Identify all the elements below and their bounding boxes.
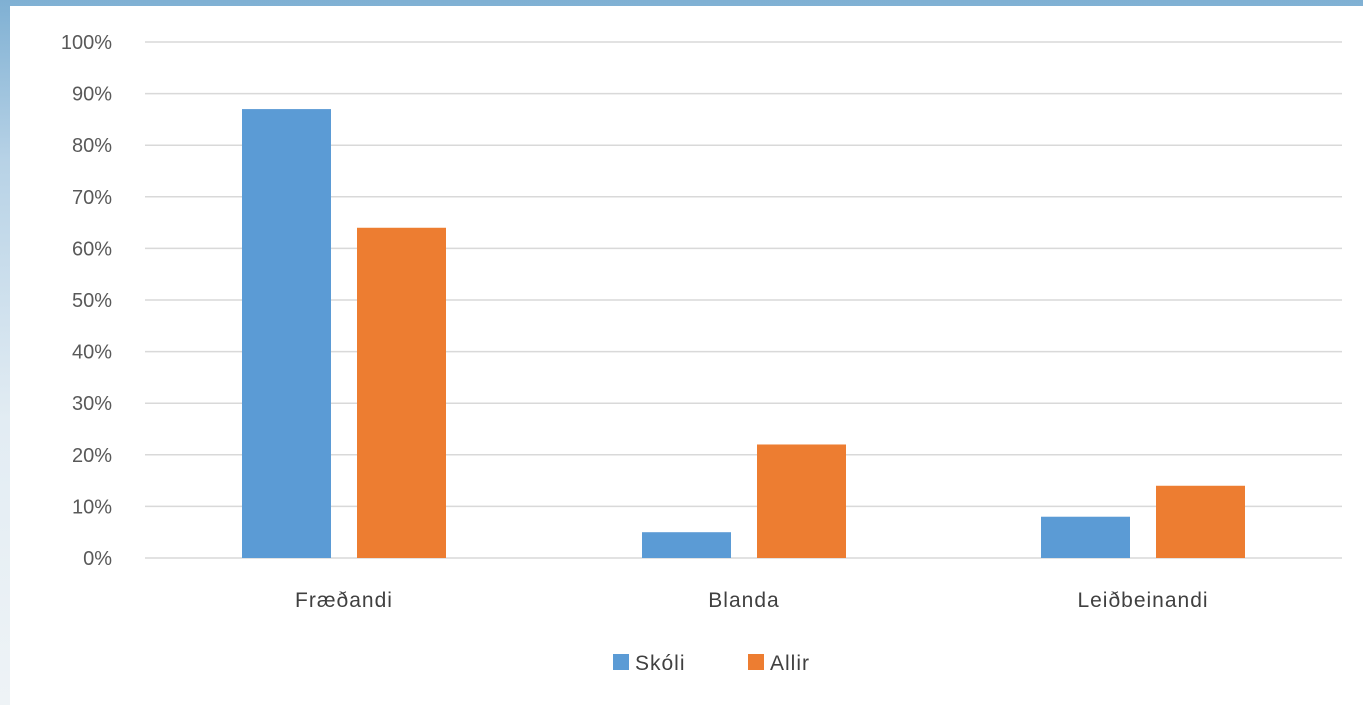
bar-allir-3 <box>1156 485 1245 558</box>
y-tick-label: 80% <box>72 135 112 157</box>
bar-allir-1 <box>357 227 446 558</box>
y-tick-label: 30% <box>72 393 112 415</box>
y-axis-ticks: 0% 10% 20% 30% 40% 50% 60% 70% 80% 90% 100% <box>61 32 112 570</box>
bars <box>242 109 1245 558</box>
y-tick-label: 20% <box>72 445 112 467</box>
gridlines <box>145 41 1342 559</box>
bar-skóli-1 <box>242 109 331 558</box>
y-tick-label: 0% <box>83 548 112 570</box>
chart-area: 0% 10% 20% 30% 40% 50% 60% 70% 80% 90% 100% Fræðan… <box>10 6 1363 705</box>
bar-skóli-2 <box>642 532 731 558</box>
y-tick-label: 60% <box>72 238 112 260</box>
x-category-label: Blanda <box>708 589 779 612</box>
legend: Skóli Allir <box>613 652 810 675</box>
bar-chart: 0% 10% 20% 30% 40% 50% 60% 70% 80% 90% 100% Fræðan… <box>61 32 1342 675</box>
bar-skóli-3 <box>1041 516 1130 558</box>
x-axis-categories: Fræðandi Blanda Leiðbeinandi <box>295 589 1208 612</box>
x-category-label: Fræðandi <box>295 589 393 612</box>
y-tick-label: 40% <box>72 342 112 364</box>
legend-label: Allir <box>770 652 810 675</box>
y-tick-label: 90% <box>72 84 112 106</box>
legend-label: Skóli <box>635 652 686 675</box>
y-tick-label: 100% <box>61 32 112 54</box>
y-tick-label: 50% <box>72 290 112 312</box>
legend-swatch-allir <box>748 654 764 670</box>
x-category-label: Leiðbeinandi <box>1077 589 1208 612</box>
y-tick-label: 70% <box>72 187 112 209</box>
y-tick-label: 10% <box>72 496 112 518</box>
bar-allir-2 <box>757 444 846 558</box>
legend-swatch-skóli <box>613 654 629 670</box>
